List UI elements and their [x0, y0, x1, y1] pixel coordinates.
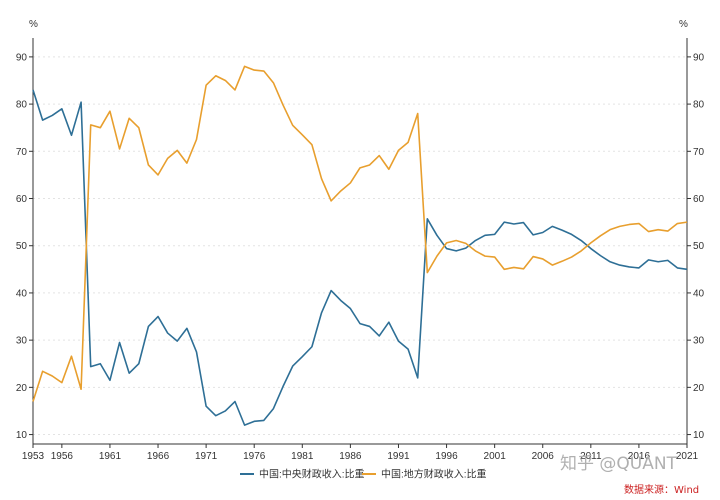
x-tick-label-1976: 1976	[243, 451, 266, 462]
y-tick-label-left-10: 10	[16, 430, 28, 441]
x-tick-label-1986: 1986	[339, 451, 362, 462]
legend: 中国:中央财政收入:比重 中国:地方财政收入:比重	[240, 468, 487, 481]
x-tick-label-1966: 1966	[147, 451, 170, 462]
y-tick-label-left-70: 70	[16, 147, 28, 158]
y-tick-label-right-10: 10	[693, 430, 705, 441]
grid-lines	[33, 56, 687, 436]
source-note: 数据来源：Wind	[624, 485, 700, 496]
y-unit-right: %	[679, 19, 688, 30]
x-tick-labels: 1953 1956 1961 1966 1971 1976 1981 1986 1991 1996…	[22, 444, 699, 462]
series-line-2	[32, 65, 688, 402]
y-tick-label-right-90: 90	[693, 52, 705, 63]
y-tick-label-left-60: 60	[16, 194, 28, 205]
y-tick-label-left-20: 20	[16, 383, 28, 394]
y-tick-label-right-60: 60	[693, 194, 705, 205]
x-tick-label-1953: 1953	[22, 451, 45, 462]
x-tick-label-2006: 2006	[532, 451, 555, 462]
y-tick-labels: 10 10 20 20 30 30 40 40 50 50 60 60 70 70 80 80 90 90	[16, 52, 705, 441]
y-tick-label-right-30: 30	[693, 336, 705, 347]
x-tick-label-1971: 1971	[195, 451, 218, 462]
y-tick-label-left-40: 40	[16, 288, 28, 299]
x-tick-label-1996: 1996	[435, 451, 458, 462]
watermark-text: 知乎 @QUANT	[560, 454, 677, 474]
x-tick-label-2016: 2016	[628, 451, 651, 462]
x-tick-label-2011: 2011	[580, 451, 602, 462]
y-tick-label-left-50: 50	[16, 241, 28, 252]
x-tick-label-1956: 1956	[51, 451, 74, 462]
y-tick-label-right-70: 70	[693, 147, 705, 158]
x-tick-label-2021: 2021	[676, 451, 699, 462]
y-tick-label-right-80: 80	[693, 100, 705, 111]
x-tick-label-2001: 2001	[484, 451, 507, 462]
series-line-1	[32, 89, 688, 426]
axes	[32, 38, 688, 445]
legend-label-2: 中国:地方财政收入:比重	[381, 468, 487, 481]
y-tick-label-left-90: 90	[16, 52, 28, 63]
y-tick-label-right-50: 50	[693, 241, 705, 252]
y-tick-label-left-80: 80	[16, 100, 28, 111]
y-tick-label-left-30: 30	[16, 336, 28, 347]
series-lines	[32, 65, 688, 426]
y-unit-left: %	[29, 19, 38, 30]
x-tick-label-1991: 1991	[387, 451, 410, 462]
y-tick-label-right-40: 40	[693, 288, 705, 299]
y-tick-label-right-20: 20	[693, 383, 705, 394]
x-tick-label-1981: 1981	[291, 451, 314, 462]
legend-label-1: 中国:中央财政收入:比重	[259, 468, 365, 481]
x-tick-label-1961: 1961	[99, 451, 122, 462]
